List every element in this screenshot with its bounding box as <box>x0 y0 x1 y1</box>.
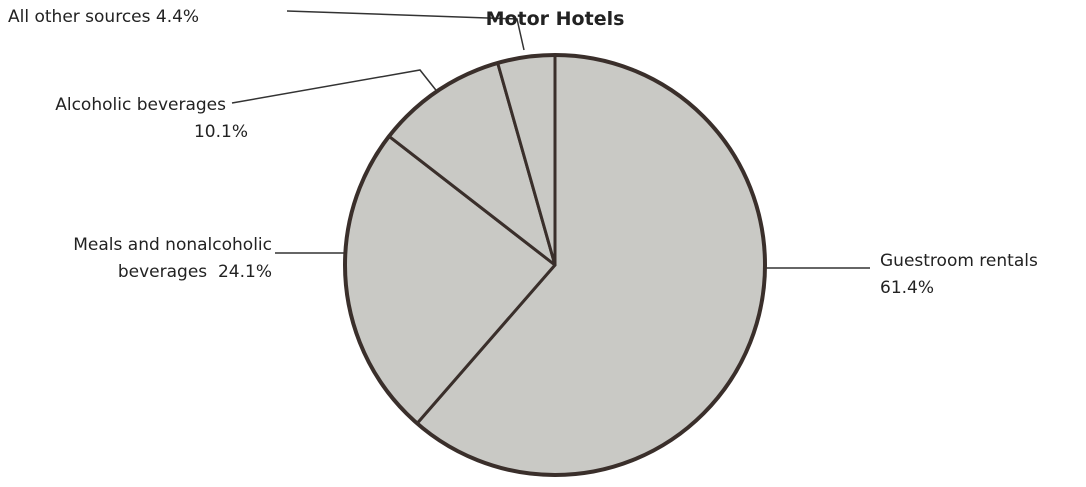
leader-line <box>286 10 525 51</box>
chart-title: Motor Hotels <box>485 8 625 30</box>
pie-outline <box>343 53 767 477</box>
slice-label: Meals and nonalcoholic beverages 24.1% <box>10 232 272 286</box>
category-label: Guestroom rentals <box>880 251 1038 271</box>
slice-label: Guestroom rentals 61.4% <box>880 248 1080 302</box>
value-label: 4.4% <box>155 7 200 27</box>
category-label: Meals and nonalcoholic beverages <box>73 235 272 282</box>
value-label: 24.1% <box>217 262 272 282</box>
slice-label: Alcoholic beverages 10.1% <box>0 92 248 146</box>
value-label: 10.1% <box>193 122 248 142</box>
category-label: Alcoholic beverages <box>55 95 226 115</box>
slice-label: All other sources 4.4% <box>8 4 308 31</box>
category-label: All other sources <box>8 7 151 27</box>
value-label: 61.4% <box>880 278 935 298</box>
